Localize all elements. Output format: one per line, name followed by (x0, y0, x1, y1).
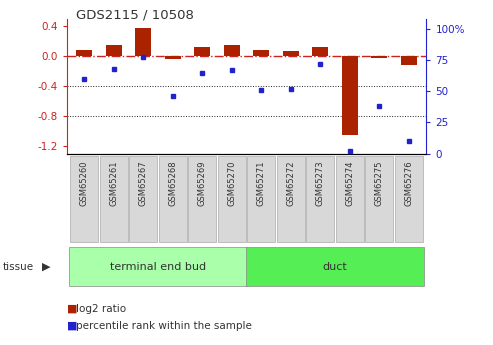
Bar (253, 50, 269, 56)
Bar (76, 50, 92, 56)
FancyBboxPatch shape (247, 156, 276, 242)
Text: tissue: tissue (2, 262, 34, 272)
Bar (165, 56, 181, 59)
Bar (342, 56, 358, 135)
FancyBboxPatch shape (69, 247, 247, 286)
FancyBboxPatch shape (365, 156, 393, 242)
FancyBboxPatch shape (188, 156, 216, 242)
Text: GSM65269: GSM65269 (198, 160, 207, 206)
Text: GSM65274: GSM65274 (345, 160, 354, 206)
Text: ▶: ▶ (41, 262, 50, 272)
Text: GSM65272: GSM65272 (286, 160, 295, 206)
FancyBboxPatch shape (277, 156, 305, 242)
Text: GSM65275: GSM65275 (375, 160, 384, 206)
Bar (371, 56, 387, 58)
Bar (106, 45, 122, 56)
FancyBboxPatch shape (306, 156, 334, 242)
Text: ■: ■ (67, 321, 77, 331)
Text: GSM65273: GSM65273 (316, 160, 325, 206)
Text: ■: ■ (67, 304, 77, 314)
Bar (312, 47, 328, 56)
Text: log2 ratio: log2 ratio (76, 304, 127, 314)
FancyBboxPatch shape (159, 156, 187, 242)
FancyBboxPatch shape (217, 156, 246, 242)
Text: GSM65270: GSM65270 (227, 160, 236, 206)
FancyBboxPatch shape (70, 156, 99, 242)
FancyBboxPatch shape (129, 156, 157, 242)
Bar (194, 47, 211, 56)
Bar (401, 56, 417, 65)
FancyBboxPatch shape (100, 156, 128, 242)
Text: GSM65268: GSM65268 (168, 160, 177, 206)
Bar (282, 51, 299, 56)
Text: duct: duct (322, 262, 348, 272)
Text: GSM65260: GSM65260 (80, 160, 89, 206)
FancyBboxPatch shape (246, 247, 424, 286)
Text: GDS2115 / 10508: GDS2115 / 10508 (76, 9, 194, 22)
FancyBboxPatch shape (336, 156, 364, 242)
Text: GSM65276: GSM65276 (404, 160, 413, 206)
Text: GSM65267: GSM65267 (139, 160, 148, 206)
Text: GSM65261: GSM65261 (109, 160, 118, 206)
Text: GSM65271: GSM65271 (257, 160, 266, 206)
FancyBboxPatch shape (394, 156, 423, 242)
Text: terminal end bud: terminal end bud (110, 262, 206, 272)
Bar (224, 45, 240, 56)
Text: percentile rank within the sample: percentile rank within the sample (76, 321, 252, 331)
Bar (135, 28, 151, 56)
